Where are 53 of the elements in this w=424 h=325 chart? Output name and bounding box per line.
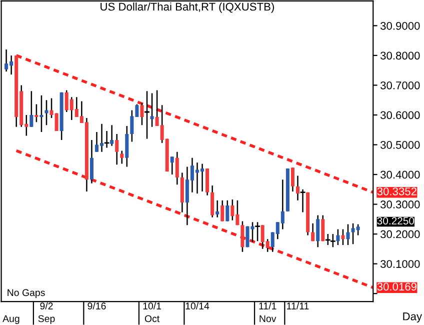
candlestick <box>290 167 294 192</box>
candlestick <box>44 99 48 126</box>
candlestick <box>311 222 315 242</box>
x-tick-label: 11/1 <box>259 302 276 310</box>
candlestick <box>316 214 320 248</box>
candlestick <box>115 133 119 166</box>
candlestick <box>30 90 34 128</box>
x-tick-label: 10/1 <box>143 302 162 310</box>
candlestick <box>216 200 220 218</box>
candlestick <box>325 233 330 246</box>
text: Oct <box>144 315 160 322</box>
x-tick-label: 9/16 <box>88 302 106 310</box>
candlestick <box>175 151 179 186</box>
annotation: No Gaps <box>8 289 45 298</box>
candlestick <box>341 228 345 246</box>
candlestick <box>206 168 210 196</box>
candlestick <box>170 156 174 176</box>
candlestick <box>34 104 38 123</box>
candlestick <box>240 220 244 253</box>
y-tick-label: 30.2000 <box>380 230 420 238</box>
candlestick <box>125 125 129 168</box>
text: Nov <box>260 315 276 322</box>
y-tick-label: 30.5000 <box>380 141 420 149</box>
candlestick <box>40 94 44 133</box>
text: Day <box>403 312 422 322</box>
y-tick-label: 30.8000 <box>380 52 420 60</box>
candlestick <box>226 200 230 222</box>
text: Aug <box>2 315 20 324</box>
x-tick-label: 9/2 <box>40 302 53 310</box>
candlestick <box>144 90 150 140</box>
x-tick-label: 11/11 <box>287 302 309 310</box>
y-tick-label: 30.7000 <box>380 81 420 90</box>
candlestick <box>220 200 224 222</box>
y-tick-label: 30.1000 <box>380 260 420 268</box>
candlestick <box>104 130 110 148</box>
y-tick-label: 30.9000 <box>380 22 420 30</box>
y-tick-label: 30.6000 <box>380 111 420 120</box>
candlestick <box>330 233 336 248</box>
x-tick-label: 10/14 <box>186 302 210 310</box>
text: 30.3352 <box>377 187 416 196</box>
text: Sep <box>38 315 55 324</box>
candlestick <box>346 224 350 246</box>
candlestick <box>90 139 94 184</box>
candlestick <box>300 188 306 213</box>
candlestick <box>210 184 214 218</box>
y-tick-label: 30.4000 <box>380 170 420 179</box>
y-tick-label: 30.3000 <box>380 200 420 208</box>
candlestick <box>150 92 154 128</box>
text: 30.0169 <box>377 282 416 291</box>
candlestick <box>255 222 260 242</box>
text: 30.2250 <box>377 217 414 225</box>
chart-title: US Dollar/Thai Baht,RT (IQXUSTB) <box>100 2 274 13</box>
candlestick <box>120 150 124 164</box>
